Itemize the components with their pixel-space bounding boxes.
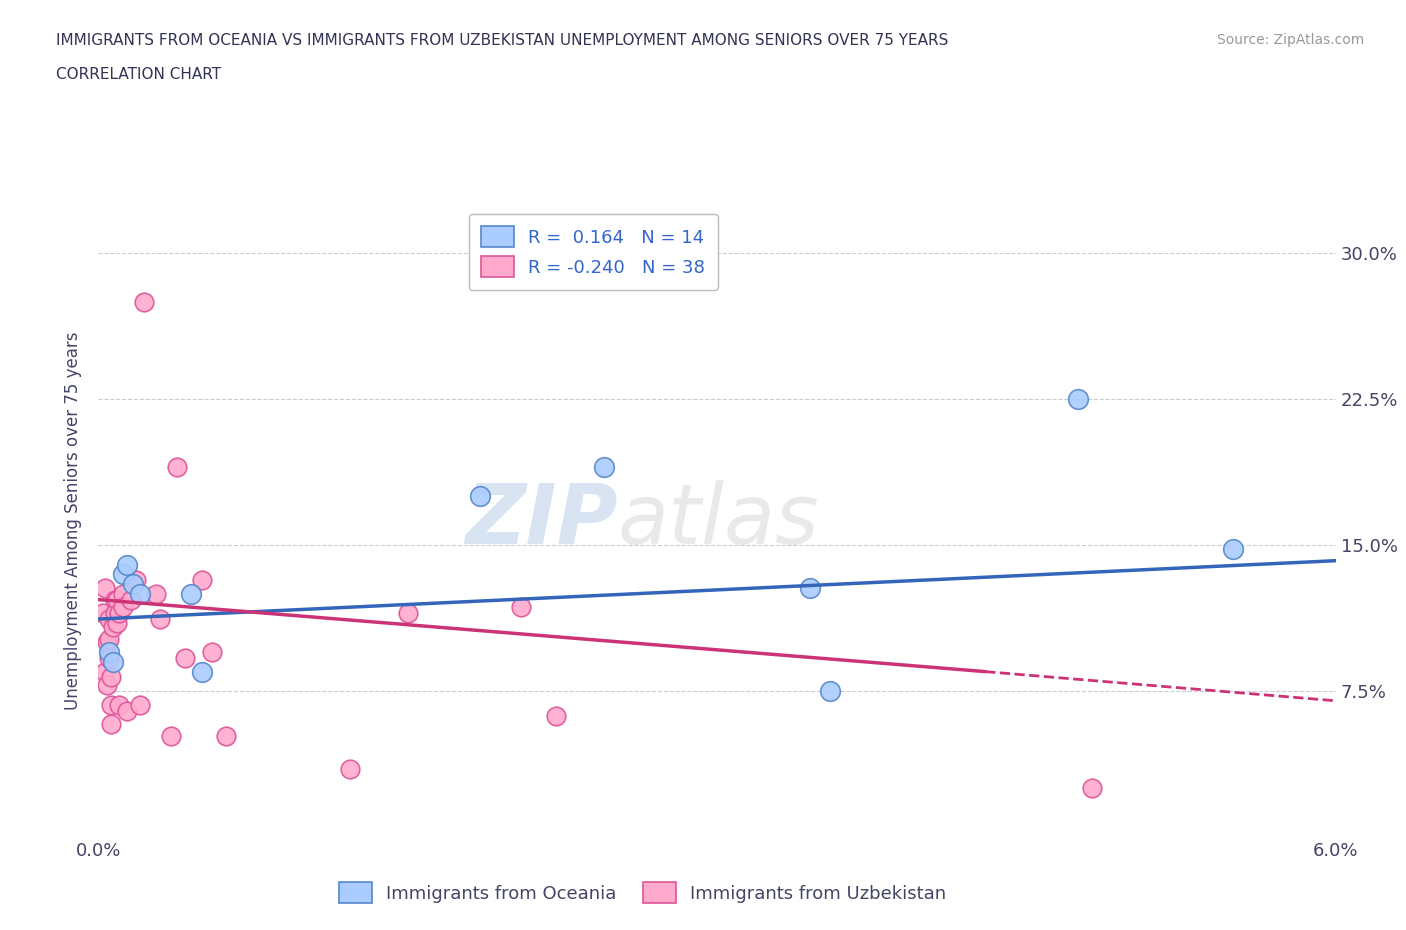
- Text: IMMIGRANTS FROM OCEANIA VS IMMIGRANTS FROM UZBEKISTAN UNEMPLOYMENT AMONG SENIORS: IMMIGRANTS FROM OCEANIA VS IMMIGRANTS FR…: [56, 33, 949, 47]
- Point: [100, 698, 122, 712]
- Point: [100, 717, 122, 732]
- Point: [128, 698, 150, 712]
- Point: [117, 703, 139, 718]
- Point: [112, 600, 135, 615]
- Point: [132, 295, 155, 310]
- Point: [215, 728, 238, 743]
- Point: [105, 592, 128, 607]
- Point: [104, 592, 127, 607]
- Point: [546, 709, 568, 724]
- Point: [93, 580, 115, 595]
- Point: [120, 592, 142, 607]
- Point: [128, 586, 150, 601]
- Point: [112, 567, 135, 582]
- Text: Source: ZipAtlas.com: Source: ZipAtlas.com: [1216, 33, 1364, 46]
- Point: [91, 605, 114, 620]
- Point: [145, 586, 167, 601]
- Point: [97, 631, 120, 646]
- Point: [468, 489, 491, 504]
- Point: [97, 651, 120, 666]
- Point: [108, 605, 131, 620]
- Point: [339, 762, 361, 777]
- Point: [190, 573, 212, 588]
- Point: [97, 644, 120, 659]
- Legend: Immigrants from Oceania, Immigrants from Uzbekistan: Immigrants from Oceania, Immigrants from…: [332, 875, 953, 910]
- Point: [799, 580, 821, 595]
- Point: [510, 600, 533, 615]
- Point: [166, 459, 188, 474]
- Point: [122, 577, 145, 591]
- Point: [201, 644, 224, 659]
- Point: [101, 655, 124, 670]
- Point: [396, 605, 419, 620]
- Point: [592, 459, 614, 474]
- Point: [1222, 541, 1244, 556]
- Point: [104, 605, 127, 620]
- Point: [149, 612, 172, 627]
- Point: [1081, 781, 1104, 796]
- Point: [820, 684, 842, 698]
- Point: [93, 664, 115, 679]
- Point: [180, 586, 202, 601]
- Point: [112, 586, 135, 601]
- Y-axis label: Unemployment Among Seniors over 75 years: Unemployment Among Seniors over 75 years: [65, 332, 83, 710]
- Point: [1067, 392, 1090, 406]
- Point: [100, 670, 122, 684]
- Text: CORRELATION CHART: CORRELATION CHART: [56, 67, 221, 82]
- Text: atlas: atlas: [619, 480, 820, 562]
- Point: [96, 678, 118, 693]
- Point: [105, 616, 128, 631]
- Point: [101, 619, 124, 634]
- Point: [124, 573, 146, 588]
- Text: ZIP: ZIP: [465, 480, 619, 562]
- Point: [108, 698, 131, 712]
- Point: [159, 728, 181, 743]
- Point: [117, 557, 139, 572]
- Point: [97, 612, 120, 627]
- Point: [96, 635, 118, 650]
- Point: [174, 651, 197, 666]
- Point: [190, 664, 212, 679]
